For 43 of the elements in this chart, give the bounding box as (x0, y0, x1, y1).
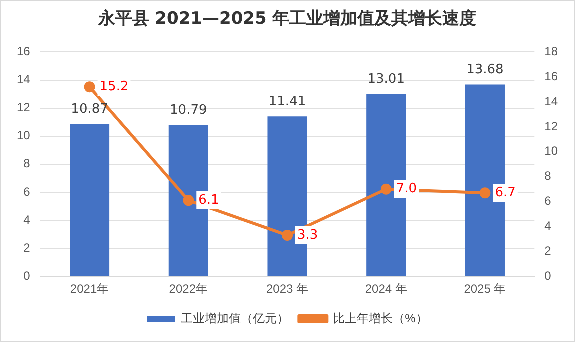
y2-tick-label: 8 (544, 169, 552, 184)
y-tick-label: 16 (16, 44, 31, 59)
data-label: 13.01 (368, 72, 405, 88)
legend-label: 比上年增长（%） (333, 311, 428, 326)
y2-tick-label: 14 (544, 94, 558, 108)
x-tick-label: 2021年 (70, 282, 110, 296)
y2-tick-label: 0 (544, 268, 552, 283)
x-tick-label: 2022年 (169, 282, 208, 296)
point (480, 188, 491, 199)
data-label: 13.68 (466, 62, 504, 78)
y-tick-label: 2 (24, 240, 31, 255)
y-tick-label: 4 (24, 212, 31, 227)
data-label: 6.7 (495, 185, 516, 200)
data-label: 7.0 (396, 182, 418, 197)
point (282, 230, 293, 241)
x-tick-label: 2025 年 (464, 282, 506, 296)
y2-tick-label: 6 (544, 194, 552, 208)
data-label: 15.2 (100, 79, 129, 94)
point (380, 184, 392, 195)
y2-tick-label: 16 (544, 69, 558, 84)
y2-tick-label: 12 (544, 119, 558, 134)
bar (70, 124, 110, 276)
point (84, 82, 96, 93)
y-tick-label: 14 (16, 72, 31, 87)
y-tick-label: 8 (24, 156, 31, 171)
data-label: 10.79 (170, 103, 208, 118)
x-tick-label: 2024 年 (365, 282, 408, 296)
y2-tick-label: 2 (544, 244, 552, 258)
y2-tick-label: 4 (544, 219, 552, 234)
point (183, 195, 194, 206)
y-tick-label: 12 (16, 100, 31, 115)
y-tick-label: 6 (24, 184, 31, 199)
chart-title: 永平县 2021—2025 年工业增加值及其增长速度 (97, 8, 478, 30)
x-tick-label: 2023 年 (266, 282, 309, 296)
y-tick-label: 10 (16, 128, 31, 143)
legend-label: 工业增加值（亿元） (181, 311, 290, 326)
y2-tick-label: 18 (544, 44, 558, 59)
y2-tick-label: 10 (544, 144, 558, 158)
data-label: 6.1 (198, 192, 220, 208)
data-label: 3.3 (298, 228, 318, 243)
y-tick-label: 0 (24, 268, 31, 283)
data-label: 10.87 (71, 102, 108, 118)
data-label: 11.41 (268, 94, 306, 110)
